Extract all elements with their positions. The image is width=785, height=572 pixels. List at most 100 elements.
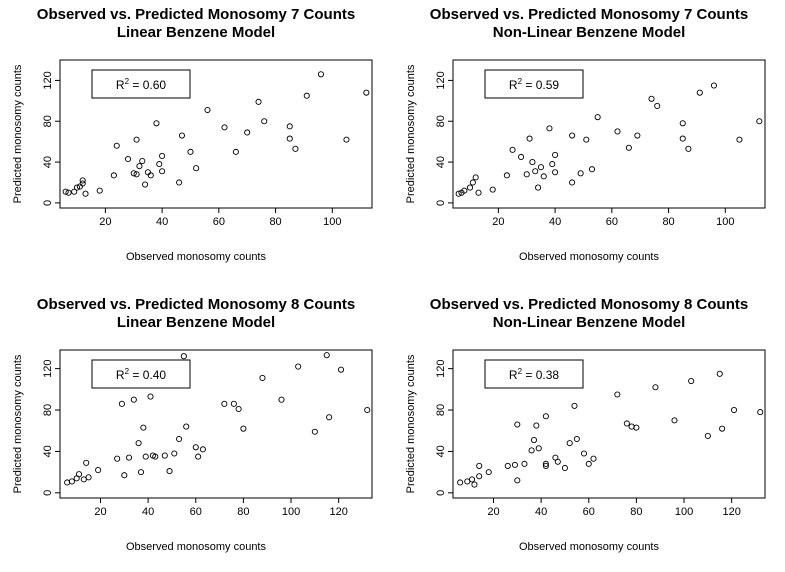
data-point: [730, 406, 738, 414]
data-point: [566, 440, 573, 447]
chart-title: Observed vs. Predicted Monosomy 8 Counts: [429, 296, 749, 313]
data-point: [142, 453, 149, 460]
data-point: [523, 171, 530, 178]
data-point: [114, 455, 121, 462]
data-point: [583, 136, 590, 143]
data-point: [137, 469, 145, 476]
data-point: [139, 157, 146, 165]
r2-box: [91, 359, 191, 389]
panel-monosomy8-nonlinear: Observed vs. Predicted Monosomy 8 Counts…: [393, 290, 785, 572]
y-tick-label: 40: [42, 445, 54, 457]
y-tick-label: 120: [42, 359, 54, 377]
data-point: [343, 136, 350, 143]
data-point: [79, 177, 86, 184]
r2-box: [484, 69, 584, 99]
data-point: [62, 188, 69, 195]
data-point: [153, 120, 160, 127]
x-axis-label: Observed monosomy counts: [518, 541, 659, 553]
data-point: [514, 477, 521, 484]
data-point: [623, 420, 630, 427]
data-point: [156, 161, 163, 168]
data-point: [533, 422, 540, 429]
chart-subtitle: Linear Benzene Model: [116, 24, 276, 41]
x-axis-label: Observed monosomy counts: [125, 251, 266, 263]
data-point: [528, 447, 535, 454]
data-point: [614, 128, 621, 135]
data-point: [469, 179, 476, 186]
y-tick-label: 120: [435, 71, 447, 89]
data-point: [126, 454, 133, 461]
x-tick-label: 80: [662, 216, 674, 228]
data-point: [696, 89, 703, 96]
data-point: [719, 425, 726, 432]
data-point: [573, 435, 580, 443]
data-point: [542, 462, 549, 469]
data-point: [83, 459, 90, 466]
r2-box: [484, 359, 584, 389]
data-point: [152, 453, 159, 460]
data-point: [180, 353, 187, 360]
data-point: [230, 400, 237, 407]
data-point: [756, 118, 763, 125]
data-point: [159, 168, 166, 175]
y-tick-label: 80: [435, 115, 447, 127]
data-point: [133, 171, 140, 178]
chart-subtitle: Non-Linear Benzene Model: [492, 24, 686, 41]
data-point: [95, 467, 102, 474]
chart-subtitle: Linear Benzene Model: [116, 314, 276, 331]
data-point: [469, 476, 476, 483]
data-point: [193, 165, 200, 172]
data-point: [133, 136, 140, 143]
x-tick-label: 120: [329, 506, 347, 518]
data-point: [521, 460, 528, 467]
data-point: [178, 132, 186, 139]
data-point: [199, 446, 206, 453]
y-tick-label: 0: [435, 490, 447, 496]
y-tick-label: 120: [42, 71, 54, 89]
r2-label: R2 = 0.38: [509, 367, 559, 382]
data-point: [176, 435, 183, 443]
x-tick-label: 80: [237, 506, 249, 518]
data-point: [147, 393, 154, 400]
data-point: [261, 118, 268, 125]
data-point: [135, 440, 142, 447]
x-tick-label: 100: [716, 216, 734, 228]
x-tick-label: 20: [99, 216, 111, 228]
plot-frame: [59, 59, 373, 209]
y-tick-label: 0: [435, 200, 447, 206]
data-point: [364, 406, 371, 414]
x-tick-label: 60: [583, 506, 595, 518]
panel-monosomy8-linear: Observed vs. Predicted Monosomy 8 Counts…: [0, 290, 392, 572]
data-point: [546, 125, 553, 132]
data-point: [363, 89, 370, 96]
data-point: [542, 413, 549, 420]
x-tick-label: 40: [156, 216, 168, 228]
data-point: [530, 436, 538, 444]
data-point: [588, 166, 596, 173]
data-point: [317, 71, 324, 78]
r2-label: R2 = 0.40: [116, 367, 166, 382]
data-point: [337, 366, 345, 373]
y-tick-label: 40: [435, 445, 447, 457]
chart-subtitle: Non-Linear Benzene Model: [492, 314, 686, 331]
x-tick-label: 100: [323, 216, 341, 228]
data-point: [259, 374, 266, 381]
y-tick-label: 80: [42, 404, 54, 416]
data-point: [679, 135, 686, 142]
data-point: [561, 464, 568, 472]
data-point: [455, 190, 462, 197]
data-point: [535, 445, 542, 452]
data-point: [286, 135, 293, 142]
data-point: [688, 377, 695, 385]
data-point: [76, 471, 83, 478]
data-point: [526, 135, 533, 142]
data-point: [594, 114, 601, 121]
data-point: [142, 181, 149, 188]
y-axis-label: Predicted monosomy counts: [405, 354, 417, 494]
data-point: [278, 396, 285, 403]
data-point: [577, 170, 584, 177]
data-point: [118, 400, 125, 407]
data-point: [113, 142, 120, 149]
x-tick-label: 20: [492, 216, 504, 228]
data-point: [286, 123, 293, 130]
